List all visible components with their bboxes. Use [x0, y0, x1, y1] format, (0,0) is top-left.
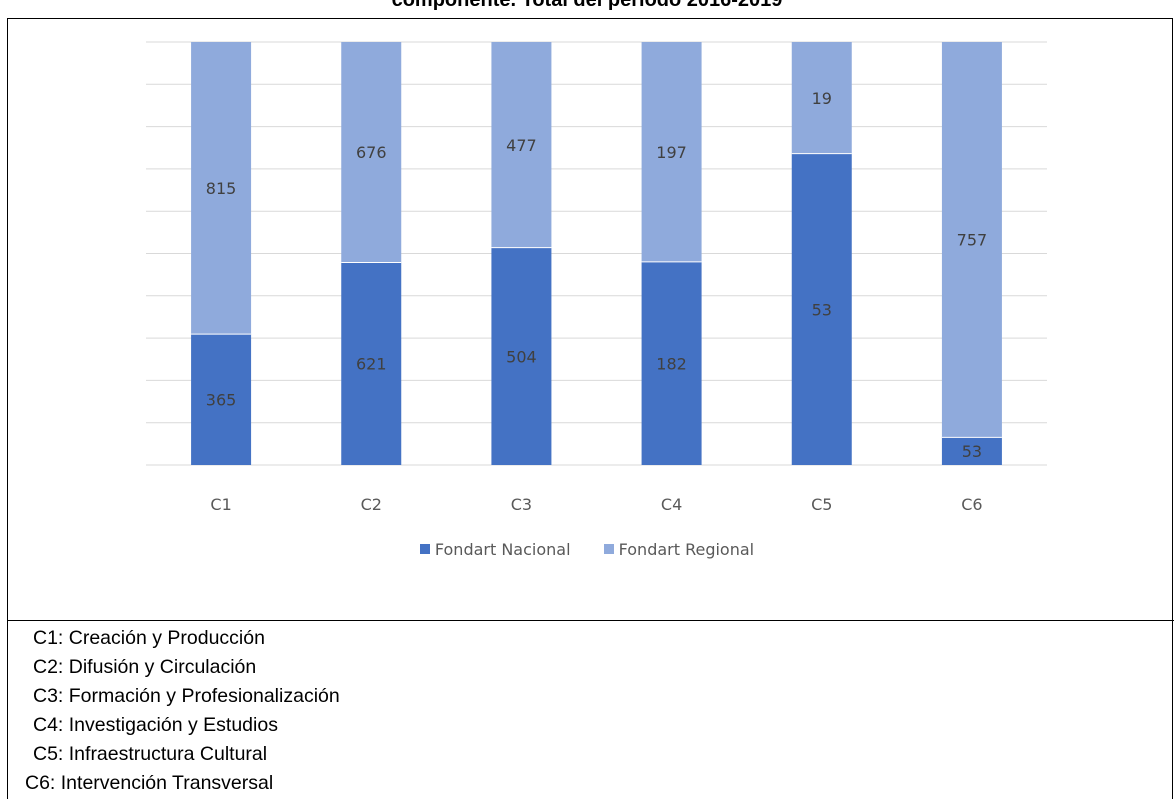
x-tick-c3: C3: [511, 495, 532, 514]
bars: [191, 42, 1002, 465]
data-label-nacional-c1: 365: [206, 391, 237, 410]
x-tick-c4: C4: [661, 495, 682, 514]
data-label-nacional-c2: 621: [356, 355, 387, 374]
x-tick-c5: C5: [811, 495, 832, 514]
data-label-regional-c3: 477: [506, 136, 537, 155]
notes-left-border: [7, 620, 8, 799]
bar-nacional-c5: [791, 153, 852, 465]
bar-regional-c2: [341, 42, 402, 263]
legend-swatch-regional: [603, 544, 614, 554]
data-label-nacional-c4: 182: [656, 354, 687, 373]
bar-regional-c6: [941, 42, 1002, 438]
bar-nacional-c4: [641, 261, 702, 465]
chart-title: componente. Total del periodo 2016-2019: [391, 0, 783, 11]
note-c4: C4: Investigación y Estudios: [33, 714, 278, 736]
data-label-regional-c1: 815: [206, 179, 237, 198]
data-label-nacional-c6: 53: [962, 442, 982, 461]
notes-right-border: [1172, 620, 1173, 799]
legend-swatch-nacional: [419, 544, 430, 554]
legend-label-regional: Fondart Regional: [618, 539, 755, 559]
x-tick-labels: C1 C2 C3 C4 C5 C6: [210, 495, 982, 514]
note-c6: C6: Intervención Transversal: [25, 772, 274, 794]
note-c1: C1: Creación y Producción: [33, 627, 265, 649]
bar-regional-c4: [641, 42, 702, 262]
bar-regional-c5: [791, 42, 852, 154]
stacked-bar-chart: 365 815 621 676 504 477 182 197 53 19 53 757 C1 C2 C3…: [146, 41, 1047, 514]
x-tick-c6: C6: [961, 495, 982, 514]
gridlines: [146, 41, 1047, 466]
legend: Fondart Nacional Fondart Regional: [0, 539, 1174, 559]
note-c5: C5: Infraestructura Cultural: [33, 743, 268, 765]
legend-item-regional: Fondart Regional: [603, 539, 755, 559]
bar-nacional-c2: [341, 262, 402, 465]
data-label-regional-c2: 676: [356, 143, 387, 162]
legend-item-nacional: Fondart Nacional: [419, 539, 571, 559]
bar-nacional-c6: [941, 437, 1002, 465]
data-label-regional-c4: 197: [656, 143, 687, 162]
data-labels: 365 815 621 676 504 477 182 197 53 19 53 757: [206, 89, 987, 461]
data-label-nacional-c3: 504: [506, 347, 537, 366]
bar-nacional-c1: [191, 334, 252, 465]
notes-divider: [7, 620, 1174, 621]
x-tick-c1: C1: [210, 495, 231, 514]
note-c3: C3: Formación y Profesionalización: [33, 685, 340, 707]
bar-nacional-c3: [491, 247, 552, 465]
legend-label-nacional: Fondart Nacional: [434, 539, 571, 559]
data-label-regional-c6: 757: [957, 231, 988, 250]
bar-regional-c1: [191, 42, 252, 335]
note-c2: C2: Difusión y Circulación: [33, 656, 257, 678]
data-label-nacional-c5: 53: [812, 300, 832, 319]
chart-frame: [7, 18, 1173, 622]
x-tick-c2: C2: [361, 495, 382, 514]
bar-regional-c3: [491, 42, 552, 248]
data-label-regional-c5: 19: [812, 89, 832, 108]
